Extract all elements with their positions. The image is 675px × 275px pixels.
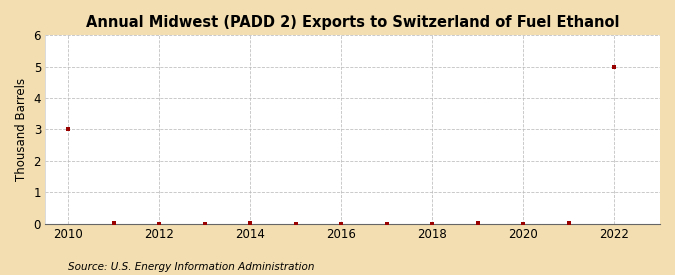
Point bbox=[199, 221, 210, 226]
Point bbox=[63, 127, 74, 132]
Y-axis label: Thousand Barrels: Thousand Barrels bbox=[15, 78, 28, 181]
Text: Source: U.S. Energy Information Administration: Source: U.S. Energy Information Administ… bbox=[68, 262, 314, 272]
Point bbox=[290, 221, 301, 226]
Point bbox=[472, 221, 483, 225]
Point bbox=[564, 221, 574, 225]
Title: Annual Midwest (PADD 2) Exports to Switzerland of Fuel Ethanol: Annual Midwest (PADD 2) Exports to Switz… bbox=[86, 15, 620, 30]
Point bbox=[154, 221, 165, 226]
Point bbox=[381, 221, 392, 226]
Point bbox=[609, 65, 620, 69]
Point bbox=[336, 221, 347, 226]
Point bbox=[427, 221, 437, 226]
Point bbox=[108, 221, 119, 225]
Point bbox=[245, 221, 256, 225]
Point bbox=[518, 221, 529, 226]
